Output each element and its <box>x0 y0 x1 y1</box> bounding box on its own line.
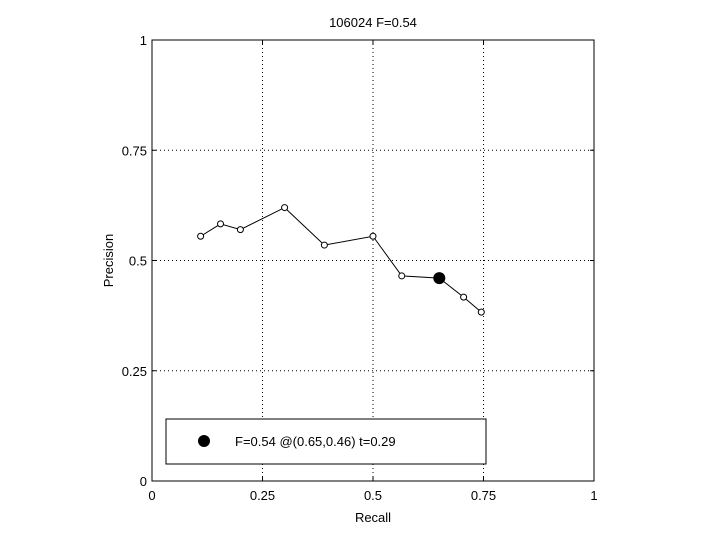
data-point <box>281 204 289 212</box>
data-point <box>398 272 406 280</box>
data-point <box>369 232 377 240</box>
data-point <box>477 308 485 316</box>
legend-best-point-marker <box>198 435 210 447</box>
data-point <box>197 232 205 240</box>
chart-title: 106024 F=0.54 <box>329 15 417 30</box>
best-point-marker <box>433 272 446 285</box>
legend-box <box>165 418 487 465</box>
x-tick-label: 0.25 <box>250 488 275 503</box>
grid-lines <box>152 40 594 481</box>
series-line <box>200 206 482 313</box>
y-tick-label: 0.5 <box>129 254 147 269</box>
x-tick-label: 0.75 <box>471 488 496 503</box>
y-tick-label: 0.75 <box>122 143 147 158</box>
x-axis-label: Recall <box>355 510 391 525</box>
y-tick-label: 1 <box>140 33 147 48</box>
data-point <box>320 241 328 249</box>
series-layer <box>197 204 485 316</box>
axis-ticks: 0 0.25 0.5 0.75 1 0 0.25 0.5 0.75 1 <box>122 33 598 503</box>
data-point <box>236 226 244 234</box>
y-axis-label: Precision <box>101 234 116 287</box>
y-tick-label: 0.25 <box>122 364 147 379</box>
x-tick-label: 0.5 <box>364 488 382 503</box>
legend: F=0.54 @(0.65,0.46) t=0.29 <box>165 418 487 465</box>
data-point <box>460 293 468 301</box>
x-tick-label: 1 <box>590 488 597 503</box>
y-tick-label: 0 <box>140 474 147 489</box>
x-tick-label: 0 <box>148 488 155 503</box>
data-point <box>217 220 225 228</box>
legend-text: F=0.54 @(0.65,0.46) t=0.29 <box>235 434 396 449</box>
